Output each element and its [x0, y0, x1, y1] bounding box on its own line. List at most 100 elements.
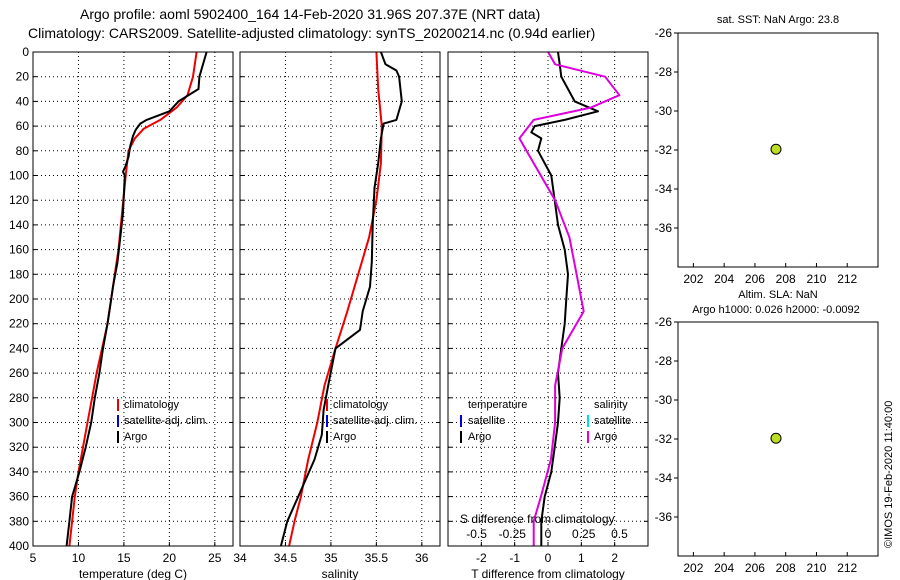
legend-s-argo: Argo — [594, 431, 617, 443]
temperature-lines — [65, 51, 208, 547]
lon-tick-label: 204 — [714, 272, 734, 286]
sst-map-panel: sat. SST: NaN Argo: 23.8 -26 -28 -30 -32 -34… — [655, 14, 879, 286]
depth-tick-label: 160 — [9, 243, 29, 257]
lon-tick-label: 210 — [806, 272, 826, 286]
s-diff-tick-label: 0.25 — [572, 527, 596, 541]
legend-swatch-satellite — [326, 415, 328, 427]
x-tick-label: 35.5 — [365, 551, 389, 565]
lon-tick-label: 212 — [837, 561, 857, 575]
legend-swatch-t-satellite — [460, 415, 462, 427]
depth-tick-label: 60 — [16, 119, 30, 133]
lat-tick-label: -34 — [655, 471, 673, 485]
temperature-frame — [32, 51, 234, 547]
depth-tick-label: 80 — [16, 144, 30, 158]
depth-tick-label: 20 — [16, 70, 30, 84]
depth-tick-label: 140 — [9, 218, 29, 232]
s-diff-tick-label: -0.5 — [466, 527, 487, 541]
legend-climatology: climatology — [333, 399, 389, 411]
depth-tick-label: 100 — [9, 169, 29, 183]
lat-tick-label: -30 — [655, 104, 673, 118]
copyright-stamp: ©IMOS 19-Feb-2020 11:40:00 — [883, 401, 895, 548]
lon-tick-label: 202 — [683, 561, 703, 575]
x-tick-label: 0 — [545, 551, 552, 565]
depth-tick-label: 320 — [9, 440, 29, 454]
sst-map-lon-labels: 202 204 206 208 210 212 — [683, 263, 858, 286]
legend-salinity-title: salinity — [594, 399, 628, 411]
x-tick-label: 1 — [578, 551, 585, 565]
lon-tick-label: 210 — [806, 561, 826, 575]
depth-tick-label: 300 — [9, 416, 29, 430]
salinity-xlabel: salinity — [322, 567, 359, 580]
s-diff-tick-label: 0 — [545, 527, 552, 541]
lon-tick-label: 208 — [776, 561, 796, 575]
figure-header: Argo profile: aoml 5902400_164 14-Feb-20… — [28, 6, 595, 41]
depth-tick-label: 120 — [9, 193, 29, 207]
depth-tick-label: 360 — [9, 490, 29, 504]
difference-panel: -2 -1 0 1 2 -0.5 -0.25 0 0.25 0.5 S difference f… — [447, 51, 649, 580]
lon-tick-label: 208 — [776, 272, 796, 286]
argo-location-marker — [770, 143, 782, 155]
x-tick-label: 34.5 — [274, 551, 298, 565]
difference-frame — [447, 51, 649, 547]
depth-tick-label: 280 — [9, 391, 29, 405]
series-line-argo — [279, 51, 403, 547]
depth-tick-label: 240 — [9, 341, 29, 355]
x-tick-label: 15 — [117, 551, 131, 565]
s-difference-tick-labels: -0.5 -0.25 0 0.25 0.5 — [466, 527, 628, 541]
lat-tick-label: -36 — [655, 221, 673, 235]
x-tick-label: 2 — [611, 551, 618, 565]
depth-tick-label: 340 — [9, 465, 29, 479]
legend-swatch-argo — [326, 431, 328, 443]
header-line-2: Climatology: CARS2009. Satellite-adjuste… — [28, 25, 595, 41]
depth-tick-label: 220 — [9, 317, 29, 331]
series-line-t-difference-argo- — [530, 51, 599, 546]
legend-swatch-argo — [117, 431, 119, 443]
lat-tick-label: -28 — [655, 354, 673, 368]
temperature-panel: 0 20 40 60 80 100 120 140 160 180 200 220 240 260 280 3… — [9, 45, 234, 580]
t-difference-tick-labels: -2 -1 0 1 2 — [476, 551, 618, 565]
lon-tick-label: 202 — [683, 272, 703, 286]
sst-map-title: sat. SST: NaN Argo: 23.8 — [717, 14, 839, 26]
lat-tick-label: -32 — [655, 143, 673, 157]
lat-tick-label: -34 — [655, 182, 673, 196]
depth-tick-label: 260 — [9, 366, 29, 380]
sla-map-title: Altim. SLA: NaN — [738, 289, 818, 301]
header-line-1: Argo profile: aoml 5902400_164 14-Feb-20… — [80, 6, 540, 22]
legend-argo: Argo — [124, 431, 147, 443]
legend-swatch-t-argo — [460, 431, 462, 443]
s-diff-tick-label: -0.25 — [499, 527, 527, 541]
s-diff-tick-label: 0.5 — [611, 527, 628, 541]
temperature-legend: climatology satellite-adj. clim. Argo — [117, 399, 208, 443]
depth-tick-label: 200 — [9, 292, 29, 306]
lon-tick-label: 204 — [714, 561, 734, 575]
series-line-argo — [65, 51, 208, 547]
lat-tick-label: -32 — [655, 432, 673, 446]
legend-t-satellite: satellite — [468, 415, 505, 427]
series-line-s-difference-argo- — [518, 51, 621, 546]
x-tick-label: 10 — [72, 551, 86, 565]
series-line-climatology — [288, 51, 383, 547]
legend-satellite: satellite-adj. clim. — [124, 415, 208, 427]
depth-tick-label: 380 — [9, 514, 29, 528]
lat-tick-label: -36 — [655, 510, 673, 524]
sla-map-subtitle: Argo h1000: 0.026 h2000: -0.0092 — [692, 304, 860, 316]
depth-tick-label: 180 — [9, 267, 29, 281]
x-tick-label: -1 — [509, 551, 520, 565]
salinity-frame — [239, 51, 441, 547]
legend-swatch-s-argo — [587, 431, 589, 443]
legend-t-argo: Argo — [468, 431, 491, 443]
depth-tick-label: 0 — [22, 45, 29, 59]
difference-lines — [518, 51, 621, 546]
lat-tick-label: -26 — [655, 26, 673, 40]
s-difference-label: S difference from climatology — [460, 512, 615, 526]
x-tick-label: 25 — [208, 551, 222, 565]
legend-swatch-satellite — [117, 415, 119, 427]
legend-s-satellite: satellite — [594, 415, 631, 427]
lat-tick-label: -26 — [655, 315, 673, 329]
legend-swatch-climatology — [117, 399, 119, 411]
lon-tick-label: 206 — [745, 561, 765, 575]
legend-climatology: climatology — [124, 399, 180, 411]
sst-map-lat-labels: -26 -28 -30 -32 -34 -36 — [655, 26, 678, 235]
legend-satellite: satellite-adj. clim. — [333, 415, 417, 427]
